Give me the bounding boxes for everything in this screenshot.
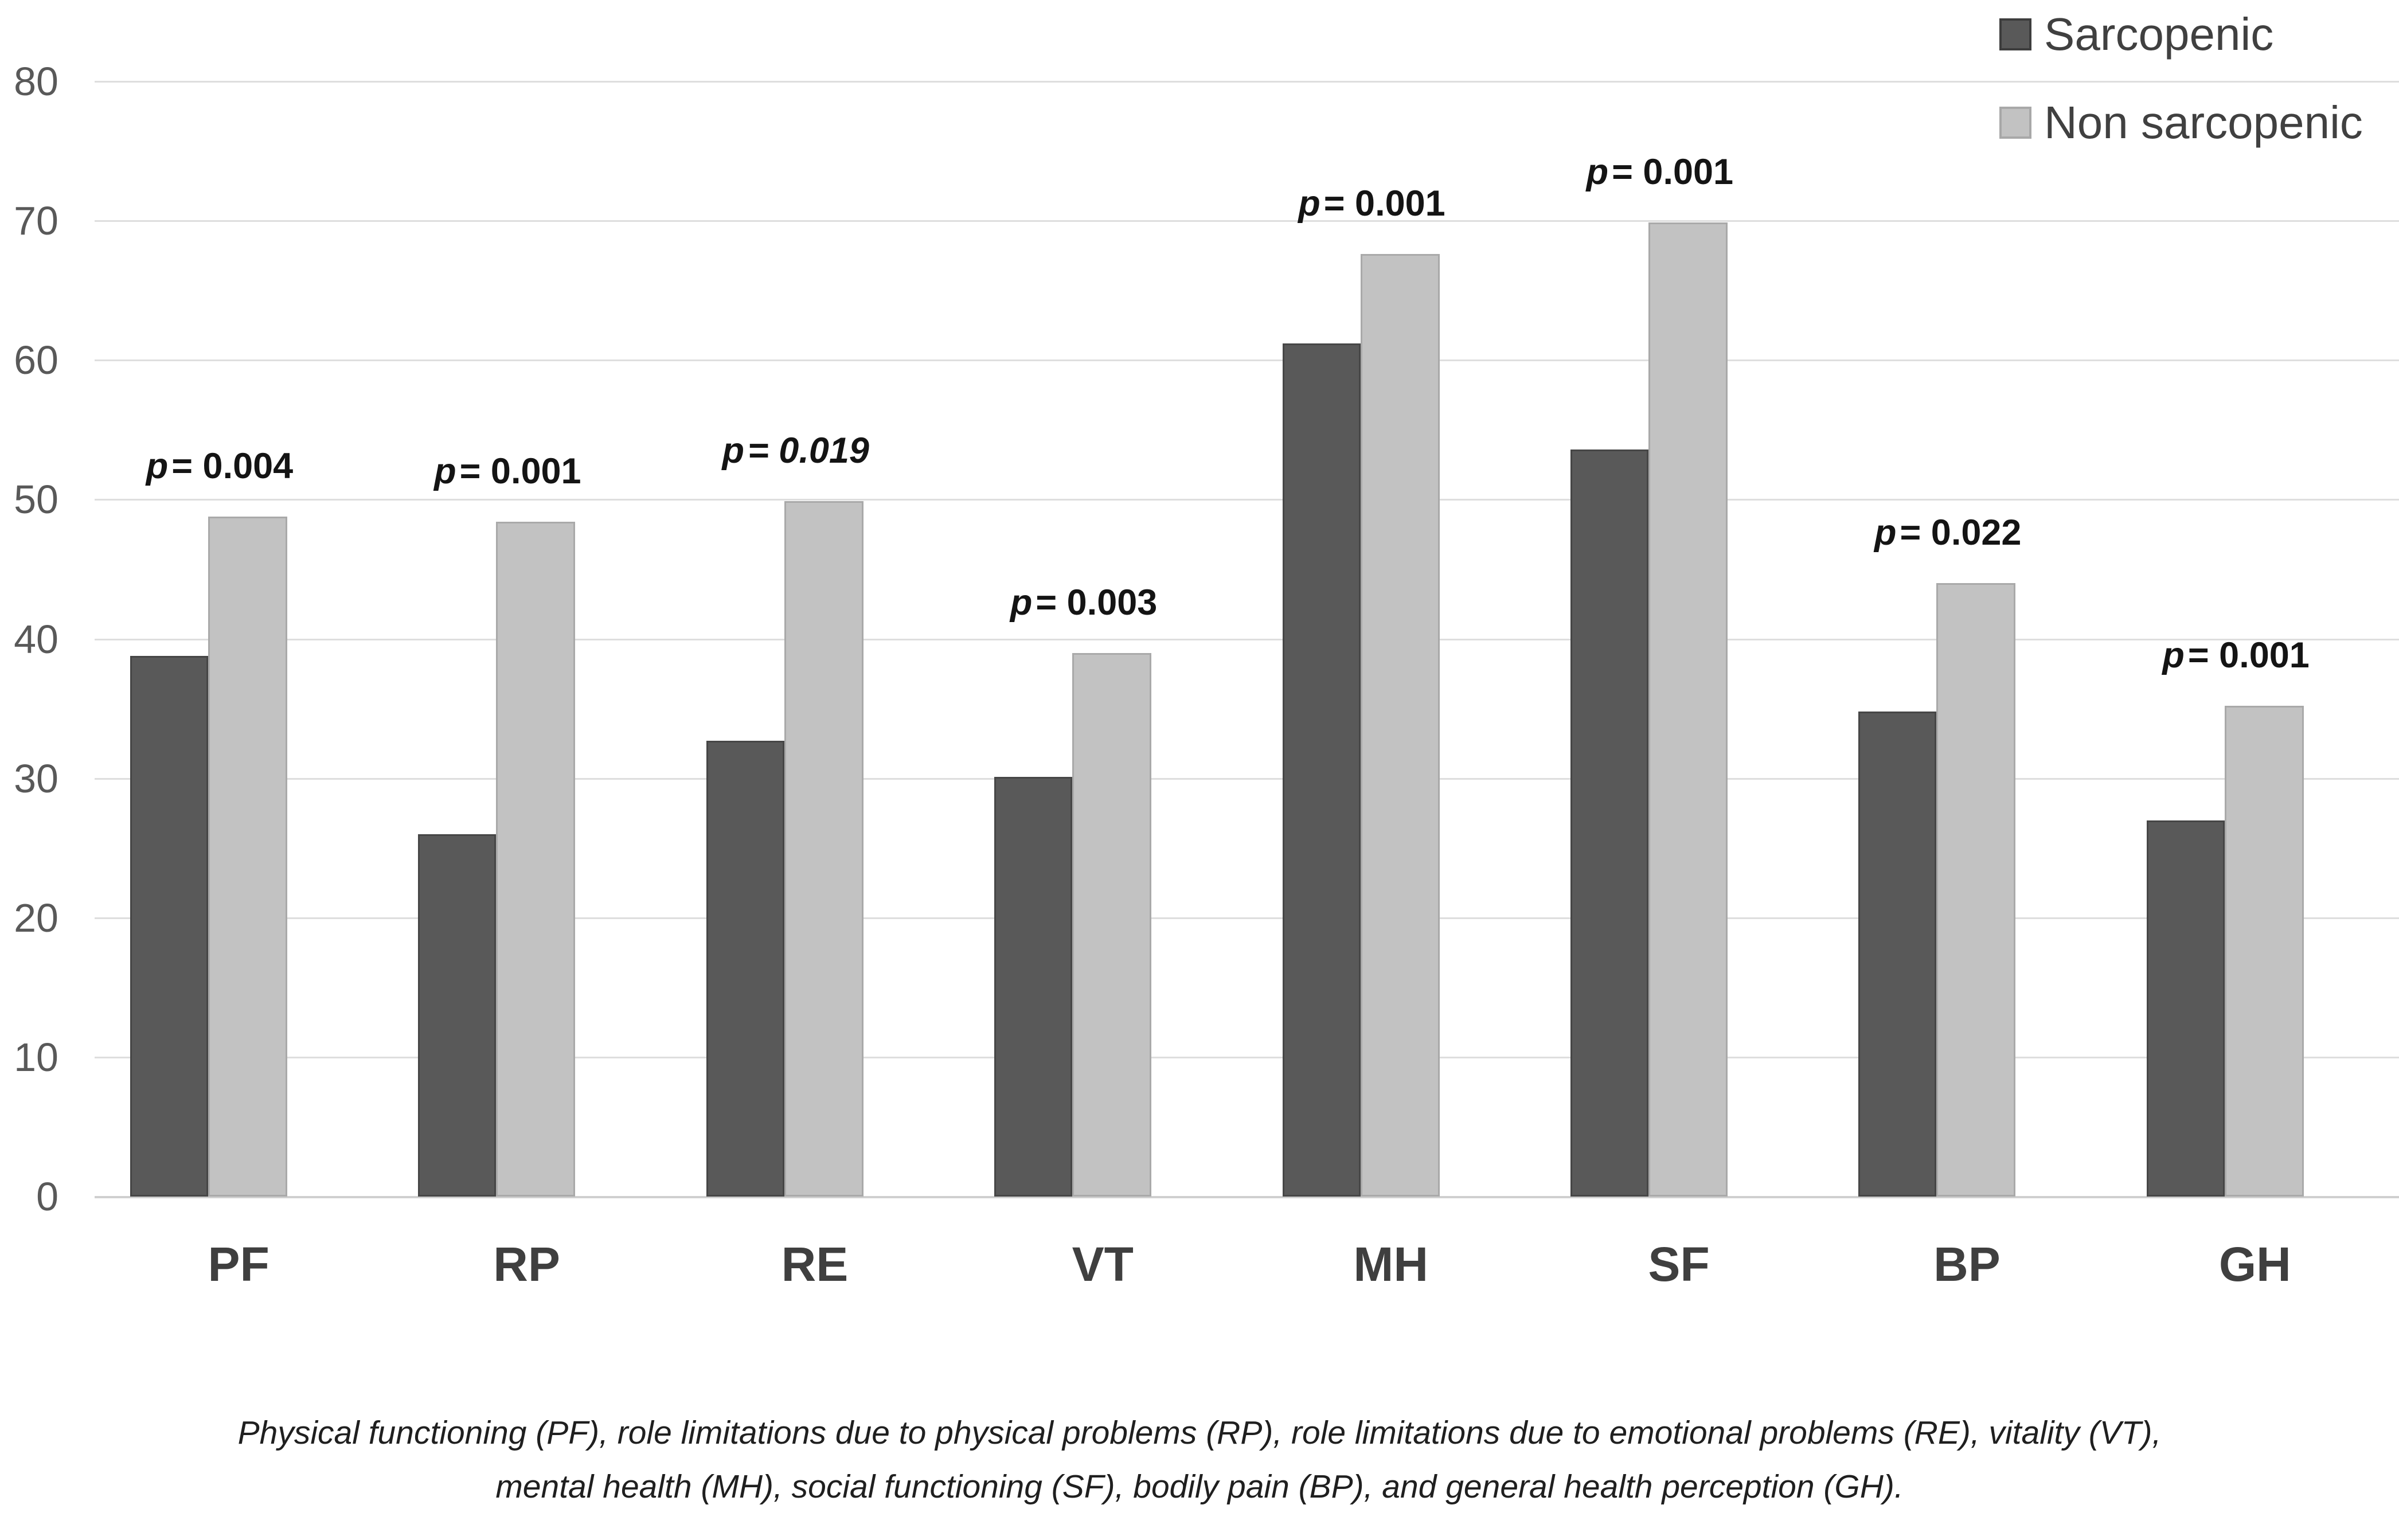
p-symbol: p bbox=[722, 430, 745, 471]
gridline bbox=[95, 1056, 2399, 1058]
x-tick-label-gh: GH bbox=[2218, 1237, 2291, 1291]
legend-label-non-sarcopenic: Non sarcopenic bbox=[2044, 97, 2363, 148]
gridline bbox=[95, 777, 2399, 780]
legend-swatch-non-sarcopenic-icon bbox=[1999, 107, 2031, 139]
p-symbol: p bbox=[1298, 183, 1320, 224]
bar-sarcopenic-pf bbox=[130, 655, 208, 1197]
bar-non-sarcopenic-vt bbox=[1072, 652, 1152, 1197]
y-tick-label: 70 bbox=[14, 198, 58, 244]
bar-non-sarcopenic-rp bbox=[496, 522, 576, 1197]
x-tick-label-mh: MH bbox=[1353, 1237, 1428, 1291]
y-tick-label: 0 bbox=[36, 1174, 58, 1219]
x-tick-label-vt: VT bbox=[1072, 1237, 1134, 1291]
p-symbol: p bbox=[1010, 582, 1033, 623]
bar-non-sarcopenic-re bbox=[784, 501, 864, 1197]
bar-group-rp: p= 0.001 RP bbox=[382, 81, 670, 1291]
bar-group-re: p= 0.019 RE bbox=[671, 81, 959, 1291]
p-value-text: = 0.003 bbox=[1036, 582, 1158, 623]
bar-group-bp: p= 0.022 BP bbox=[1823, 81, 2111, 1291]
p-symbol: p bbox=[146, 445, 169, 486]
x-tick-label-rp: RP bbox=[493, 1237, 560, 1291]
p-symbol: p bbox=[1586, 151, 1609, 192]
p-value-label-bp: p= 0.022 bbox=[1874, 512, 2021, 553]
plot-area: p= 0.004 PF p= 0.001 RP p= 0.019 RE p= 0.003 VT… bbox=[95, 81, 2399, 1291]
caption-line-1: Physical functioning (PF), role limitati… bbox=[237, 1414, 2162, 1451]
p-value-label-pf: p= 0.004 bbox=[146, 445, 293, 487]
y-tick-label: 10 bbox=[14, 1034, 58, 1080]
bar-sarcopenic-rp bbox=[418, 834, 497, 1197]
p-value-text: = 0.001 bbox=[2187, 635, 2310, 676]
bar-group-sf: p= 0.001 SF bbox=[1535, 81, 1823, 1291]
gridline bbox=[95, 499, 2399, 501]
bar-non-sarcopenic-bp bbox=[1936, 583, 2016, 1197]
p-value-label-rp: p= 0.001 bbox=[434, 451, 581, 492]
bar-non-sarcopenic-sf bbox=[1648, 222, 1728, 1197]
bar-sarcopenic-mh bbox=[1282, 343, 1361, 1197]
bar-sarcopenic-vt bbox=[994, 777, 1073, 1197]
p-value-text: = 0.001 bbox=[1612, 151, 1734, 192]
gridline bbox=[95, 81, 2399, 83]
figure-caption: Physical functioning (PF), role limitati… bbox=[0, 1406, 2399, 1514]
x-tick-label-sf: SF bbox=[1648, 1237, 1710, 1291]
y-axis: 80 70 60 50 40 30 20 10 0 bbox=[0, 59, 58, 1219]
y-tick-label: 40 bbox=[14, 616, 58, 662]
gridline bbox=[95, 917, 2399, 919]
p-value-text: = 0.022 bbox=[1900, 513, 2022, 553]
y-tick-label: 50 bbox=[14, 477, 58, 522]
legend-item-sarcopenic: Sarcopenic bbox=[1999, 8, 2363, 61]
p-value-label-sf: p= 0.001 bbox=[1587, 151, 1733, 193]
x-tick-label-bp: BP bbox=[1933, 1237, 2001, 1291]
bar-non-sarcopenic-pf bbox=[208, 516, 287, 1197]
legend-item-non-sarcopenic: Non sarcopenic bbox=[1999, 96, 2363, 149]
x-axis-line bbox=[95, 1196, 2399, 1198]
legend: Sarcopenic Non sarcopenic bbox=[1999, 8, 2363, 149]
bar-sarcopenic-sf bbox=[1570, 449, 1648, 1197]
p-symbol: p bbox=[434, 451, 456, 492]
p-symbol: p bbox=[1874, 513, 1897, 553]
p-value-label-gh: p= 0.001 bbox=[2162, 635, 2309, 676]
gridline bbox=[95, 359, 2399, 362]
legend-label-sarcopenic: Sarcopenic bbox=[2044, 9, 2274, 60]
bar-group-pf: p= 0.004 PF bbox=[95, 81, 382, 1291]
p-value-text: = 0.001 bbox=[1323, 183, 1445, 224]
p-value-label-re: p= 0.019 bbox=[722, 430, 869, 471]
p-value-text: = 0.001 bbox=[459, 451, 581, 492]
y-tick-label: 80 bbox=[14, 59, 58, 104]
x-tick-label-re: RE bbox=[781, 1237, 849, 1291]
bar-non-sarcopenic-mh bbox=[1360, 254, 1440, 1197]
y-tick-label: 30 bbox=[14, 756, 58, 801]
y-tick-label: 20 bbox=[14, 895, 58, 940]
gridline bbox=[95, 638, 2399, 640]
p-value-text: = 0.019 bbox=[748, 430, 869, 471]
y-tick-label: 60 bbox=[14, 338, 58, 383]
p-value-label-mh: p= 0.001 bbox=[1298, 183, 1445, 224]
p-value-label-vt: p= 0.003 bbox=[1010, 582, 1157, 623]
bar-non-sarcopenic-gh bbox=[2224, 706, 2304, 1197]
p-symbol: p bbox=[2162, 635, 2185, 676]
bar-sarcopenic-gh bbox=[2146, 820, 2225, 1197]
p-value-text: = 0.004 bbox=[171, 445, 294, 486]
bar-sarcopenic-bp bbox=[1858, 711, 1937, 1197]
bar-group-vt: p= 0.003 VT bbox=[959, 81, 1247, 1291]
x-tick-label-pf: PF bbox=[208, 1237, 269, 1291]
bar-group-mh: p= 0.001 MH bbox=[1247, 81, 1535, 1291]
bar-sarcopenic-re bbox=[706, 740, 784, 1197]
bar-group-gh: p= 0.001 GH bbox=[2111, 81, 2399, 1291]
gridline bbox=[95, 220, 2399, 222]
legend-swatch-sarcopenic-icon bbox=[1999, 18, 2031, 50]
caption-line-2: mental health (MH), social functioning (… bbox=[495, 1468, 1904, 1505]
